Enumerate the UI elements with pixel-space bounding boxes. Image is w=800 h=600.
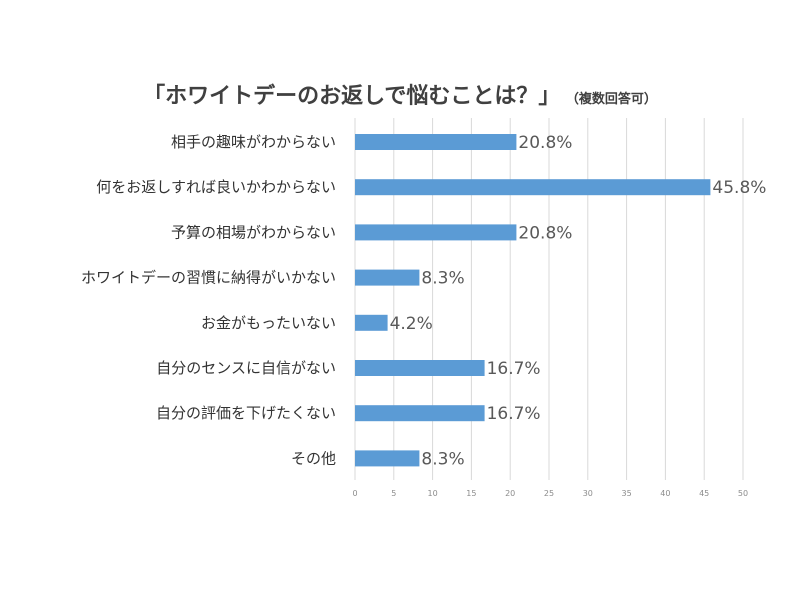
data-label: 16.7% bbox=[487, 404, 541, 424]
bar bbox=[355, 269, 420, 286]
category-label: 何をお返しすれば良いかわからない bbox=[96, 178, 336, 196]
category-label: お金がもったいない bbox=[201, 314, 336, 332]
data-label: 16.7% bbox=[487, 359, 541, 379]
bar bbox=[355, 224, 517, 241]
data-label: 8.3% bbox=[421, 449, 464, 469]
data-label: 20.8% bbox=[518, 223, 572, 243]
x-tick-label: 10 bbox=[428, 489, 438, 498]
data-label: 8.3% bbox=[421, 269, 464, 289]
data-label: 45.8% bbox=[712, 178, 766, 198]
x-tick-label: 15 bbox=[466, 489, 476, 498]
data-label: 4.2% bbox=[390, 314, 433, 334]
x-tick-label: 30 bbox=[583, 489, 593, 498]
x-tick-label: 40 bbox=[660, 489, 670, 498]
chart-subtitle: （複数回答可） bbox=[572, 92, 657, 107]
x-tick-label: 20 bbox=[505, 489, 515, 498]
category-label: 相手の趣味がわからない bbox=[171, 133, 336, 151]
x-tick-label: 25 bbox=[544, 489, 554, 498]
bar bbox=[355, 179, 711, 196]
x-tick-label: 0 bbox=[352, 489, 357, 498]
chart-title-block: 「ホワイトデーのお返しで悩むことは？」 （複数回答可） bbox=[0, 78, 800, 110]
bar bbox=[355, 360, 485, 376]
bar bbox=[355, 314, 388, 331]
x-tick-label: 35 bbox=[622, 489, 632, 498]
x-tick-label: 5 bbox=[391, 489, 396, 498]
category-label: 自分の評価を下げたくない bbox=[156, 404, 336, 422]
bar bbox=[355, 450, 420, 467]
x-tick-label: 50 bbox=[738, 489, 748, 498]
data-label: 20.8% bbox=[518, 133, 572, 153]
x-tick-label: 45 bbox=[699, 489, 709, 498]
category-label: その他 bbox=[291, 449, 336, 467]
category-label: 予算の相場がわからない bbox=[171, 223, 336, 241]
chart-title: 「ホワイトデーのお返しで悩むことは？」 bbox=[143, 84, 561, 109]
category-label: 自分のセンスに自信がない bbox=[156, 359, 336, 377]
category-label: ホワイトデーの習慣に納得がいかない bbox=[81, 269, 336, 287]
bar bbox=[355, 405, 485, 422]
bar bbox=[355, 134, 517, 150]
